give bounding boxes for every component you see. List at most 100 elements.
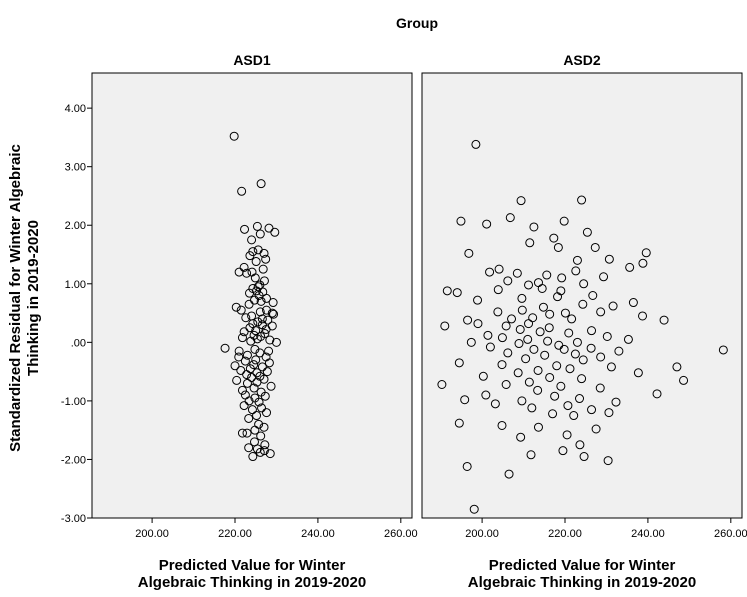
- data-point-asd2-79: [570, 349, 580, 359]
- data-point-asd2-46: [638, 311, 648, 321]
- data-point-asd1-80: [247, 372, 257, 382]
- facet-group-title: Group: [396, 15, 438, 31]
- data-point-asd2-66: [523, 334, 533, 344]
- y-tick-label-4: 1.00: [65, 279, 86, 291]
- data-point-asd2-18: [625, 262, 635, 272]
- x-tick-label-asd2-0: 200.00: [465, 528, 499, 540]
- data-point-asd2-87: [606, 362, 616, 372]
- data-point-asd2-42: [538, 302, 548, 312]
- data-point-asd1-96: [247, 405, 257, 415]
- data-point-asd1-107: [260, 440, 270, 450]
- data-point-asd2-62: [564, 328, 574, 338]
- data-point-asd2-57: [440, 321, 450, 331]
- y-tick-label-5: 2.00: [65, 220, 86, 232]
- data-point-asd1-93: [254, 397, 264, 407]
- data-point-asd1-87: [237, 385, 247, 395]
- data-point-asd1-42: [257, 314, 267, 324]
- data-point-asd2-95: [545, 372, 555, 382]
- data-point-asd1-103: [237, 428, 247, 438]
- data-point-asd1-90: [260, 391, 270, 401]
- data-point-asd2-90: [565, 364, 575, 374]
- y-axis-title-line-2: Thinking in 2019-2020: [25, 220, 42, 376]
- data-point-asd1-11: [259, 248, 269, 258]
- data-point-asd2-130: [579, 452, 589, 462]
- data-point-asd1-57: [265, 335, 275, 345]
- data-point-asd2-49: [528, 313, 538, 323]
- data-point-asd2-69: [572, 337, 582, 347]
- data-point-asd2-2: [577, 195, 587, 205]
- data-point-asd2-119: [497, 420, 507, 430]
- data-point-asd2-36: [553, 292, 563, 302]
- data-point-asd2-50: [507, 314, 517, 324]
- data-point-asd2-96: [577, 374, 587, 384]
- data-point-asd1-111: [255, 447, 265, 457]
- data-point-asd1-19: [242, 268, 252, 278]
- data-point-asd2-0: [471, 139, 481, 149]
- data-point-asd1-108: [244, 443, 254, 453]
- data-point-asd1-36: [262, 305, 272, 315]
- data-point-asd2-8: [582, 227, 592, 237]
- data-point-asd2-93: [633, 368, 643, 378]
- data-point-asd1-4: [252, 221, 262, 231]
- data-point-asd2-13: [553, 242, 563, 252]
- data-point-asd2-121: [533, 422, 543, 432]
- data-point-asd1-14: [251, 257, 261, 267]
- data-point-asd2-77: [614, 346, 624, 356]
- data-point-asd1-35: [236, 305, 246, 315]
- data-point-asd2-64: [602, 331, 612, 341]
- data-point-asd1-51: [239, 327, 249, 337]
- data-point-asd2-43: [517, 305, 527, 315]
- data-point-asd2-24: [599, 272, 609, 282]
- data-point-asd1-39: [269, 309, 279, 319]
- data-point-asd2-4: [456, 216, 466, 226]
- data-point-asd2-38: [473, 295, 483, 305]
- data-point-asd2-88: [672, 362, 682, 372]
- data-point-asd2-55: [501, 321, 511, 331]
- data-point-asd2-124: [575, 440, 585, 450]
- data-point-asd2-11: [590, 242, 600, 252]
- data-point-asd2-52: [567, 314, 577, 324]
- data-point-asd2-122: [516, 432, 526, 442]
- data-point-asd2-15: [604, 254, 614, 264]
- x-tick-label-asd1-3: 260.00: [384, 528, 418, 540]
- data-point-asd2-102: [595, 383, 605, 393]
- data-point-asd2-91: [533, 365, 543, 375]
- y-tick-label-1: -2.00: [61, 454, 86, 466]
- data-point-asd1-99: [244, 413, 254, 423]
- data-point-asd1-38: [267, 308, 277, 318]
- x-tick-label-asd2-3: 260.00: [714, 528, 747, 540]
- data-point-asd2-23: [557, 273, 567, 283]
- data-point-asd1-34: [231, 302, 241, 312]
- data-point-asd1-105: [256, 431, 266, 441]
- data-point-asd2-71: [514, 339, 524, 349]
- data-point-asd2-83: [578, 355, 588, 365]
- data-point-asd2-21: [512, 268, 522, 278]
- data-point-asd2-76: [559, 344, 569, 354]
- data-point-asd1-16: [258, 264, 268, 274]
- data-point-asd1-32: [268, 298, 278, 308]
- data-point-asd2-99: [437, 380, 447, 389]
- data-point-asd1-58: [246, 336, 256, 346]
- data-point-asd1-63: [264, 346, 274, 356]
- data-point-asd2-28: [579, 279, 589, 289]
- data-point-asd2-97: [679, 375, 689, 385]
- data-point-asd2-106: [550, 391, 560, 401]
- data-point-asd1-29: [262, 293, 272, 303]
- data-point-asd2-117: [604, 408, 614, 418]
- data-point-asd1-101: [259, 422, 269, 432]
- data-point-asd2-48: [545, 309, 555, 319]
- data-point-asd1-3: [240, 224, 250, 234]
- data-point-asd2-94: [478, 371, 488, 381]
- data-point-asd1-92: [244, 396, 254, 406]
- data-point-asd1-59: [271, 337, 281, 347]
- data-point-asd1-68: [251, 355, 261, 365]
- data-point-asd2-123: [562, 430, 572, 440]
- data-point-asd2-103: [533, 385, 543, 395]
- data-point-asd1-20: [250, 273, 260, 283]
- data-point-asd2-80: [540, 350, 550, 360]
- data-point-asd1-49: [261, 324, 271, 334]
- data-point-asd2-118: [569, 411, 579, 421]
- data-point-asd2-92: [513, 368, 523, 378]
- x-tick-label-asd1-0: 200.00: [135, 528, 169, 540]
